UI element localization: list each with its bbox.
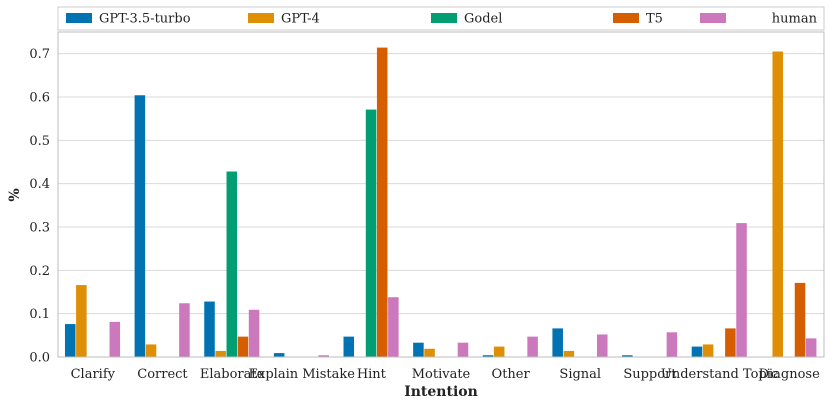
- x-tick-label: Explain Mistake: [249, 367, 356, 382]
- bar-human-signal: [596, 334, 608, 357]
- bar-human-clarify: [109, 321, 121, 357]
- x-tick-label: Motivate: [412, 367, 471, 382]
- y-tick-labels: 0.0 0.1 0.2 0.3 0.4 0.5 0.6 0.7: [29, 47, 50, 365]
- bar-gpt-4-understand-topic: [702, 344, 714, 357]
- legend-label: human: [772, 12, 818, 27]
- bar-godel-hint: [365, 109, 377, 357]
- legend-swatch: [700, 13, 726, 23]
- bar-human-diagnose: [805, 338, 817, 357]
- bar-human-understand-topic: [736, 223, 747, 357]
- x-tick-label: Signal: [559, 367, 601, 382]
- bar-human-other: [527, 336, 538, 357]
- bar-t5-understand-topic: [725, 328, 736, 357]
- bar-gpt-3-5-turbo-understand-topic: [691, 346, 703, 357]
- bar-t5-elaborate: [237, 336, 249, 357]
- bar-human-correct: [179, 303, 190, 357]
- legend-swatch: [66, 13, 92, 23]
- x-tick-label: Elaborate: [200, 367, 265, 382]
- legend-label: GPT-4: [281, 12, 320, 27]
- x-tick-label: Diagnose: [759, 367, 821, 382]
- bar-gpt-3-5-turbo-signal: [552, 328, 563, 357]
- legend-label: T5: [646, 12, 663, 27]
- y-tick-label: 0.6: [29, 91, 50, 106]
- bar-gpt-4-correct: [145, 344, 157, 357]
- y-tick-label: 0.7: [29, 47, 50, 62]
- bar-human-support: [666, 332, 678, 357]
- legend-label: GPT-3.5-turbo: [99, 12, 191, 27]
- bar-gpt-4-diagnose: [772, 51, 784, 357]
- x-tick-label: Understand Topic: [661, 367, 778, 382]
- x-tick-label: Correct: [137, 367, 188, 382]
- bar-human-explain-mistake: [318, 355, 329, 357]
- gridlines: [58, 53, 824, 358]
- bar-t5-diagnose: [794, 282, 806, 357]
- bar-gpt-4-elaborate: [215, 350, 226, 357]
- y-tick-label: 0.5: [29, 134, 50, 149]
- y-tick-label: 0.4: [29, 177, 50, 192]
- y-tick-label: 0.2: [29, 264, 50, 279]
- bar-gpt-3-5-turbo-clarify: [64, 324, 76, 357]
- y-tick-label: 0.0: [29, 351, 50, 366]
- x-tick-label: Hint: [357, 367, 387, 382]
- bar-gpt-3-5-turbo-other: [482, 355, 494, 357]
- y-tick-label: 0.1: [29, 307, 50, 322]
- legend-swatch: [613, 13, 639, 23]
- x-tick-label: Clarify: [71, 367, 116, 382]
- y-axis-label: %: [7, 188, 23, 201]
- plot-frame: [57, 31, 825, 358]
- bar-gpt-4-clarify: [76, 285, 87, 357]
- x-tick-label: Support: [623, 367, 677, 382]
- bar-gpt-3-5-turbo-explain-mistake: [273, 353, 285, 357]
- bar-gpt-4-other: [493, 346, 505, 357]
- legend-swatch: [248, 13, 274, 23]
- legend-swatch: [431, 13, 457, 23]
- legend: GPT-3.5-turbo GPT-4 Godel T5 human: [57, 6, 825, 31]
- bar-human-motivate: [457, 342, 469, 357]
- bar-gpt-3-5-turbo-support: [622, 355, 633, 357]
- legend-label: Godel: [464, 12, 502, 27]
- bar-godel-elaborate: [226, 171, 238, 357]
- bars: [64, 47, 817, 358]
- bar-human-elaborate: [248, 309, 260, 357]
- bar-gpt-4-motivate: [424, 348, 435, 357]
- bar-t5-hint: [376, 47, 388, 357]
- x-tick-label: Other: [492, 367, 531, 382]
- bar-gpt-3-5-turbo-motivate: [413, 342, 424, 357]
- bar-human-hint: [388, 297, 399, 357]
- y-tick-label: 0.3: [29, 221, 50, 236]
- bar-gpt-3-5-turbo-hint: [343, 336, 355, 357]
- bar-gpt-3-5-turbo-elaborate: [204, 301, 215, 357]
- x-axis-label: Intention: [404, 384, 478, 400]
- bar-gpt-3-5-turbo-correct: [134, 95, 146, 358]
- bar-gpt-4-signal: [563, 350, 575, 357]
